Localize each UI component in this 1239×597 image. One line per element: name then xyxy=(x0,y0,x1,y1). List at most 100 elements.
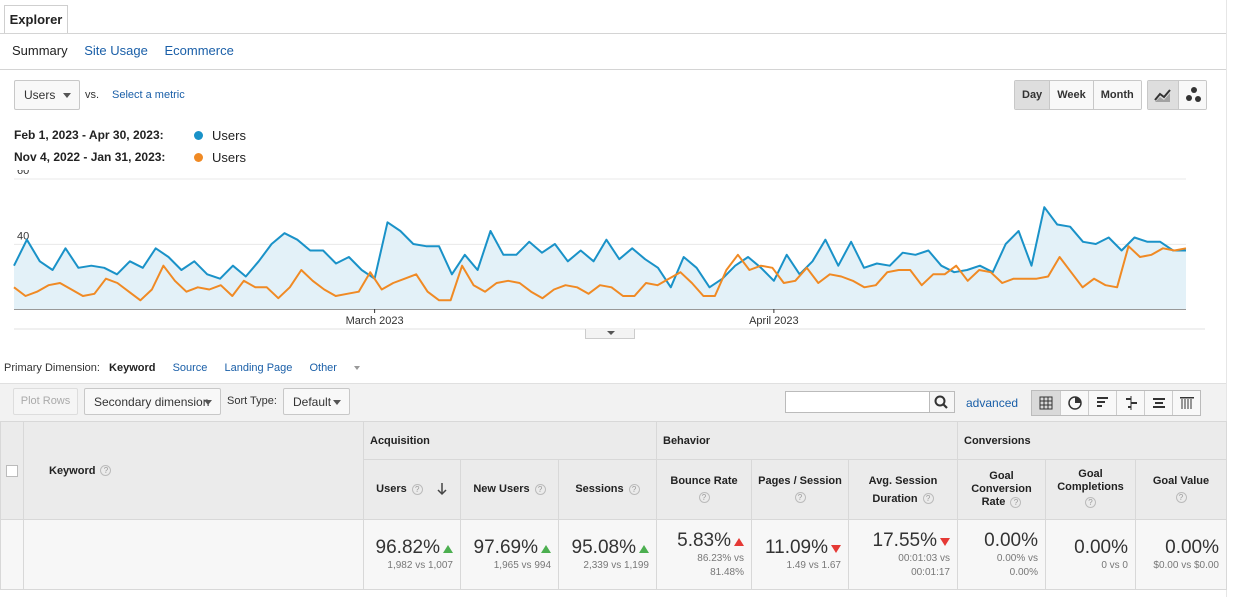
secondary-dimension-dropdown[interactable]: Secondary dimension xyxy=(84,388,221,415)
total-sessions-detail: 2,339 vs 1,199 xyxy=(583,559,649,571)
metric-dropdown[interactable]: Users xyxy=(14,80,80,110)
table-view-toggle xyxy=(1031,390,1201,416)
column-pages-session[interactable]: Pages / Session? xyxy=(751,459,849,520)
line-chart-icon[interactable] xyxy=(1148,81,1178,109)
total-new-users: 97.69% 1,965 vs 994 xyxy=(460,519,559,590)
column-goal-value[interactable]: Goal Value? xyxy=(1135,459,1227,520)
help-icon[interactable]: ? xyxy=(1010,496,1022,508)
total-sessions: 95.08% 2,339 vs 1,199 xyxy=(558,519,657,590)
total-goal-conversion-rate-detail-2: 0.00% xyxy=(1009,566,1038,578)
primary-dimension-bar: Primary Dimension: Keyword Source Landin… xyxy=(4,362,388,374)
total-avg-session-duration-detail-2: 00:01:17 xyxy=(911,566,950,578)
total-bounce-rate: 5.83% 86.23% vs 81.48% xyxy=(656,519,752,590)
series-line-current xyxy=(13,206,1186,289)
total-goal-conversion-rate: 0.00% 0.00% vs 0.00% xyxy=(957,519,1046,590)
help-icon[interactable]: ? xyxy=(411,483,423,495)
trend-up-icon xyxy=(443,545,453,554)
help-icon[interactable]: ? xyxy=(534,483,546,495)
column-goal-conversion-rate[interactable]: Goal Conversion Rate? xyxy=(957,459,1046,520)
column-users-label: Users xyxy=(376,483,407,495)
help-icon[interactable]: ? xyxy=(1085,496,1096,508)
day-button[interactable]: Day xyxy=(1015,81,1050,109)
chart-type-toggle xyxy=(1147,80,1207,110)
divider xyxy=(0,69,1226,70)
dimension-landing-page[interactable]: Landing Page xyxy=(224,362,293,374)
subtab-summary[interactable]: Summary xyxy=(12,43,68,58)
total-users-detail: 1,982 vs 1,007 xyxy=(387,559,453,571)
help-icon[interactable]: ? xyxy=(794,492,806,504)
vs-label: vs. xyxy=(85,89,100,101)
chart-collapse-toggle[interactable] xyxy=(585,329,635,339)
tab-explorer[interactable]: Explorer xyxy=(4,5,68,34)
totals-row-label-cell xyxy=(23,519,364,590)
plot-rows-button[interactable]: Plot Rows xyxy=(13,388,78,415)
total-pages-session: 11.09% 1.49 vs 1.67 xyxy=(751,519,849,590)
total-users: 96.82% 1,982 vs 1,007 xyxy=(363,519,461,590)
chevron-down-icon xyxy=(63,93,71,98)
help-icon[interactable]: ? xyxy=(100,465,112,477)
help-icon[interactable]: ? xyxy=(698,492,710,504)
trend-up-bad-icon xyxy=(734,538,744,547)
sort-descending-icon xyxy=(437,483,447,496)
column-users[interactable]: Users? xyxy=(363,459,461,520)
table-search-input[interactable] xyxy=(785,391,930,413)
trend-down-icon xyxy=(831,545,841,554)
column-new-users-label: New Users xyxy=(473,483,530,495)
select-all-cell xyxy=(0,421,24,520)
term-cloud-view-icon[interactable] xyxy=(1144,391,1172,415)
y-tick-label: 60 xyxy=(17,170,29,177)
column-bounce-rate[interactable]: Bounce Rate? xyxy=(656,459,752,520)
total-goal-completions-detail: 0 vs 0 xyxy=(1101,559,1128,571)
secondary-dimension-label: Secondary dimension xyxy=(94,394,210,409)
performance-view-icon[interactable] xyxy=(1088,391,1116,415)
column-goal-completions-label: Goal Completions xyxy=(1057,468,1124,493)
total-users-change: 96.82% xyxy=(375,536,440,558)
total-new-users-change: 97.69% xyxy=(473,536,538,558)
total-sessions-change: 95.08% xyxy=(571,536,636,558)
column-goal-completions[interactable]: Goal Completions? xyxy=(1045,459,1136,520)
trend-down-icon xyxy=(940,538,950,547)
keyword-header[interactable]: Keyword? xyxy=(23,421,364,520)
column-avg-session-duration-label: Avg. Session Duration xyxy=(868,474,938,505)
chevron-down-icon xyxy=(204,399,212,405)
column-new-users[interactable]: New Users? xyxy=(460,459,559,520)
subtab-ecommerce[interactable]: Ecommerce xyxy=(164,43,234,58)
report-subtabs: Summary Site Usage Ecommerce xyxy=(12,43,247,58)
total-bounce-rate-change: 5.83% xyxy=(677,529,731,551)
total-goal-value: 0.00% $0.00 vs $0.00 xyxy=(1135,519,1227,590)
series-line-previous xyxy=(13,245,1187,302)
divider xyxy=(0,33,1226,34)
table-view-icon[interactable] xyxy=(1032,391,1060,415)
column-avg-session-duration[interactable]: Avg. Session Duration? xyxy=(848,459,958,520)
dimension-other[interactable]: Other xyxy=(309,362,374,374)
total-goal-value-detail: $0.00 vs $0.00 xyxy=(1153,559,1219,571)
granularity-toggle: Day Week Month xyxy=(1014,80,1142,110)
legend-dot-previous xyxy=(194,153,203,162)
select-all-checkbox[interactable] xyxy=(6,464,18,477)
pie-view-icon[interactable] xyxy=(1060,391,1088,415)
search-button[interactable] xyxy=(929,391,955,413)
subtab-site-usage[interactable]: Site Usage xyxy=(84,43,148,58)
dimension-source[interactable]: Source xyxy=(172,362,208,374)
month-button[interactable]: Month xyxy=(1092,81,1141,109)
report-table: Keyword? Acquisition Behavior Conversion… xyxy=(0,421,1227,590)
week-button[interactable]: Week xyxy=(1049,81,1093,109)
motion-chart-icon[interactable] xyxy=(1178,81,1206,109)
comparison-view-icon[interactable] xyxy=(1116,391,1144,415)
help-icon[interactable]: ? xyxy=(1175,492,1187,504)
total-bounce-rate-detail-2: 81.48% xyxy=(710,566,744,578)
column-goal-value-label: Goal Value xyxy=(1152,474,1210,487)
advanced-filter-link[interactable]: advanced xyxy=(966,396,1019,410)
primary-dimension-label: Primary Dimension: xyxy=(4,362,100,374)
total-pages-session-detail: 1.49 vs 1.67 xyxy=(786,559,841,571)
legend-series-current: Users xyxy=(212,128,246,143)
keyword-header-label: Keyword xyxy=(49,464,96,477)
sort-type-dropdown[interactable]: Default xyxy=(283,388,350,415)
column-sessions[interactable]: Sessions? xyxy=(558,459,657,520)
help-icon[interactable]: ? xyxy=(922,493,934,505)
x-tick-label: March 2023 xyxy=(346,315,404,327)
select-metric-link[interactable]: Select a metric xyxy=(112,89,185,101)
dimension-keyword[interactable]: Keyword xyxy=(109,362,156,374)
pivot-view-icon[interactable] xyxy=(1172,391,1200,415)
help-icon[interactable]: ? xyxy=(628,483,640,495)
